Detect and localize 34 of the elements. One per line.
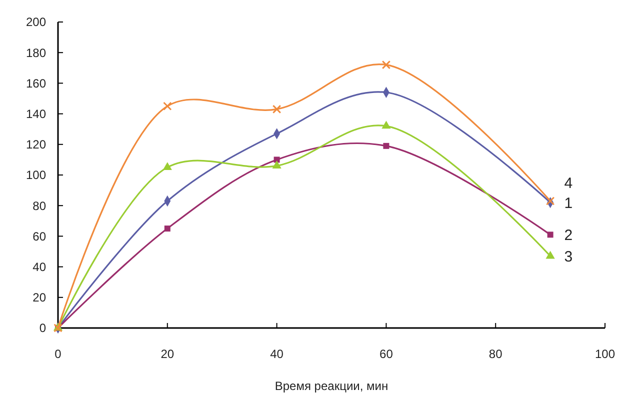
x-tick-label: 80	[488, 347, 503, 361]
series-label: 2	[564, 226, 573, 244]
series-label: 4	[564, 174, 573, 192]
series-label: 3	[564, 248, 573, 266]
point	[272, 160, 282, 168]
y-tick-label: 200	[26, 15, 46, 30]
y-tick-label: 120	[26, 138, 46, 152]
point	[546, 196, 555, 206]
x-tick-label: 40	[270, 347, 284, 361]
y-tick-label: 160	[26, 76, 46, 90]
y-tick-label: 180	[26, 46, 46, 60]
point	[164, 226, 170, 232]
point	[546, 250, 555, 259]
point	[382, 120, 391, 129]
y-tick-label: 20	[32, 290, 46, 305]
x-tick-label: 0	[54, 347, 62, 361]
point	[272, 104, 282, 114]
y-tick-label: 140	[26, 107, 46, 121]
y-tick-label: 40	[32, 260, 46, 274]
point	[382, 60, 391, 70]
y-tick-label: 80	[32, 198, 46, 213]
point	[547, 232, 554, 238]
point	[162, 162, 172, 170]
x-tick-label: 20	[160, 347, 174, 361]
point	[383, 142, 390, 149]
y-tick-label: 0	[39, 321, 46, 336]
point	[163, 102, 172, 111]
y-tick-label: 100	[26, 168, 46, 182]
x-tick-label: 100	[594, 347, 616, 361]
series-label: 1	[564, 194, 573, 212]
x-axis-title: Время реакции, мин	[274, 379, 388, 393]
point	[274, 156, 280, 163]
x-tick-label: 60	[380, 347, 394, 361]
y-tick-label: 60	[32, 229, 46, 244]
